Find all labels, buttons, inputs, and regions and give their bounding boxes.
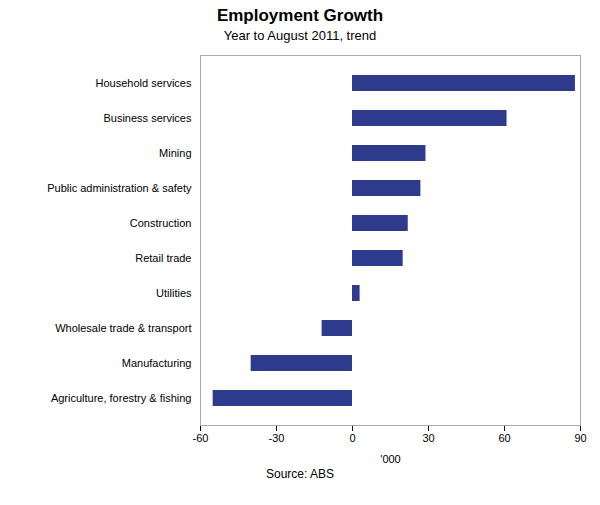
- svg-text:Agriculture, forestry & fishin: Agriculture, forestry & fishing: [51, 392, 192, 404]
- svg-text:Business services: Business services: [103, 112, 192, 124]
- html-text:Employment Growth: Employment Growth: [216, 6, 384, 25]
- html-text:Year to August 2011, trend: Year to August 2011, trend: [223, 28, 377, 43]
- html-text:Source: ABS: Source: ABS: [266, 467, 334, 481]
- svg-text:Manufacturing: Manufacturing: [122, 357, 192, 369]
- svg-text:Retail trade: Retail trade: [135, 252, 191, 264]
- svg-text:'000: '000: [380, 453, 400, 465]
- svg-text:Construction: Construction: [130, 217, 192, 229]
- svg-text:-30: -30: [269, 432, 285, 444]
- svg-text:-60: -60: [193, 432, 209, 444]
- svg-text:Wholesale trade & transport: Wholesale trade & transport: [55, 322, 191, 334]
- svg-text:0: 0: [349, 432, 355, 444]
- svg-text:Public administration & safety: Public administration & safety: [47, 182, 192, 194]
- svg-text:Utilities: Utilities: [156, 287, 192, 299]
- svg-text:Mining: Mining: [159, 147, 191, 159]
- svg-text:60: 60: [498, 432, 510, 444]
- svg-text:30: 30: [422, 432, 434, 444]
- svg-text:Household services: Household services: [96, 77, 192, 89]
- svg-text:90: 90: [574, 432, 586, 444]
